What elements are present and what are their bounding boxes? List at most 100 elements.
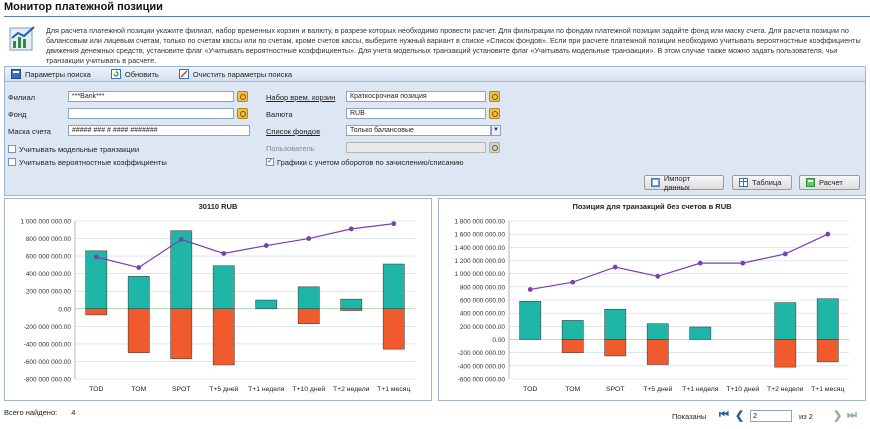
table-icon	[739, 178, 748, 187]
position-point	[782, 251, 788, 257]
bar	[255, 299, 278, 310]
y-tick-label: -200 000 000.00	[24, 324, 72, 331]
x-tick-label: T+10 дней	[726, 385, 759, 393]
prev-page-icon[interactable]: ❮	[735, 410, 745, 422]
bucket-set-label[interactable]: Набор врем. корзин	[266, 93, 336, 102]
position-point	[570, 279, 576, 285]
page-title: Монитор платежной позиции	[4, 1, 163, 13]
position-line	[530, 233, 829, 291]
currency-picker-button[interactable]	[489, 108, 500, 119]
bar	[774, 339, 797, 368]
y-tick-label: 0.00	[58, 306, 71, 313]
currency-label: Валюта	[266, 110, 293, 119]
fund-label: Фонд	[8, 110, 27, 119]
refresh-button[interactable]: Обновить	[110, 69, 159, 79]
bucket-set-input[interactable]: Краткосрочная позиция	[346, 91, 486, 102]
model-transactions-checkbox[interactable]	[8, 145, 16, 153]
position-point	[263, 243, 269, 248]
y-tick-label: 800 000 000.00	[26, 236, 72, 243]
y-tick-label: 400 000 000.00	[460, 311, 506, 318]
position-point	[825, 231, 831, 237]
turnover-charts-checkbox[interactable]: ✓	[266, 158, 274, 166]
chart-panel-no-accounts: Позиция для транзакций без счетов в RUB …	[438, 198, 866, 401]
bar	[170, 308, 193, 360]
y-tick-label: 0.00	[492, 337, 505, 344]
y-tick-label: -800 000 000.00	[24, 377, 72, 384]
position-point	[221, 251, 227, 256]
bar	[382, 308, 405, 350]
currency-input[interactable]: RUB	[346, 108, 486, 119]
position-point	[178, 237, 184, 242]
y-tick-label: 1 000 000 000.00	[20, 219, 71, 226]
y-tick-label: -200 000 000.00	[458, 350, 506, 357]
x-tick-label: T+2 недели	[767, 386, 804, 393]
y-tick-label: 1 800 000 000.00	[454, 219, 505, 226]
page-of-label: из 2	[799, 412, 813, 421]
x-tick-label: T+5 дней	[643, 385, 672, 393]
funds-list-select[interactable]: Только балансовые	[346, 125, 491, 136]
chart-info-icon	[9, 26, 35, 51]
y-tick-label: 400 000 000.00	[26, 271, 72, 278]
position-point	[306, 236, 312, 241]
branch-input[interactable]: ***Bank***	[68, 91, 234, 102]
bar	[297, 286, 320, 310]
model-transactions-label: Учитывать модельные транзакции	[19, 145, 140, 154]
turnover-charts-label: Графики с учетом оборотов по зачислению/…	[277, 158, 464, 167]
bar	[85, 308, 108, 316]
account-mask-input[interactable]: ##### ### # #### #######	[68, 125, 250, 136]
calculator-icon	[806, 178, 815, 187]
position-point	[391, 221, 397, 227]
bar	[212, 265, 235, 310]
fund-input[interactable]	[68, 108, 234, 119]
y-tick-label: -400 000 000.00	[24, 341, 72, 348]
x-tick-label: TOD	[89, 386, 103, 393]
user-picker-button	[489, 142, 500, 153]
y-tick-label: 1 000 000 000.00	[454, 271, 505, 278]
info-text: Для расчета платежной позиции укажите фи…	[46, 26, 861, 65]
branch-picker-button[interactable]	[237, 91, 248, 102]
import-icon	[651, 178, 660, 187]
funds-list-label[interactable]: Список фондов	[266, 127, 321, 136]
first-page-icon[interactable]: ⏮	[719, 409, 729, 421]
next-page-icon[interactable]: ❯	[833, 410, 843, 422]
x-tick-label: TOM	[565, 386, 580, 393]
import-data-button[interactable]: Импорт данных	[644, 173, 724, 192]
shown-label: Показаны	[672, 412, 707, 421]
search-params-button[interactable]: Параметры поиска	[11, 69, 91, 79]
found-label: Всего найдено:	[4, 408, 58, 417]
toolbar: Параметры поиска Обновить Очистить парам…	[4, 66, 866, 82]
clear-params-label: Очистить параметры поиска	[192, 69, 293, 79]
last-page-icon[interactable]: ⏭	[847, 409, 857, 421]
bar	[604, 339, 627, 357]
y-tick-label: 200 000 000.00	[460, 324, 506, 331]
title-divider	[4, 16, 870, 17]
clear-params-button[interactable]: Очистить параметры поиска	[178, 69, 293, 79]
bar	[774, 302, 797, 340]
bucket-set-picker-button[interactable]	[489, 91, 500, 102]
probability-coefficients-checkbox[interactable]	[8, 158, 16, 166]
chart-title: 30110 RUB	[198, 202, 238, 211]
account-mask-label: Маска счета	[8, 127, 51, 136]
bar	[604, 308, 627, 340]
bar	[297, 308, 320, 324]
position-point	[612, 264, 618, 270]
page-number-input[interactable]: 2	[750, 410, 792, 422]
position-point	[697, 260, 703, 266]
calculate-button[interactable]: Расчет	[799, 175, 860, 190]
bar	[340, 308, 363, 311]
chart-30110-svg: 1 000 000 000.00 800 000 000.00 600 000 00…	[20, 219, 415, 393]
bar	[382, 263, 405, 310]
y-tick-label: 600 000 000.00	[26, 254, 72, 261]
x-tick-label: T+1 неделя	[248, 386, 285, 393]
table-button[interactable]: Таблица	[732, 175, 792, 190]
import-data-label: Импорт данных	[663, 173, 691, 192]
bar	[816, 298, 839, 340]
bar	[646, 323, 669, 340]
fund-picker-button[interactable]	[237, 108, 248, 119]
chevron-down-icon[interactable]: ▼	[491, 125, 501, 136]
y-tick-label: 1 600 000 000.00	[454, 232, 505, 239]
position-point	[136, 265, 142, 270]
found-count: 4	[71, 408, 76, 417]
branch-label: Филиал	[8, 93, 36, 102]
refresh-label: Обновить	[124, 69, 159, 79]
